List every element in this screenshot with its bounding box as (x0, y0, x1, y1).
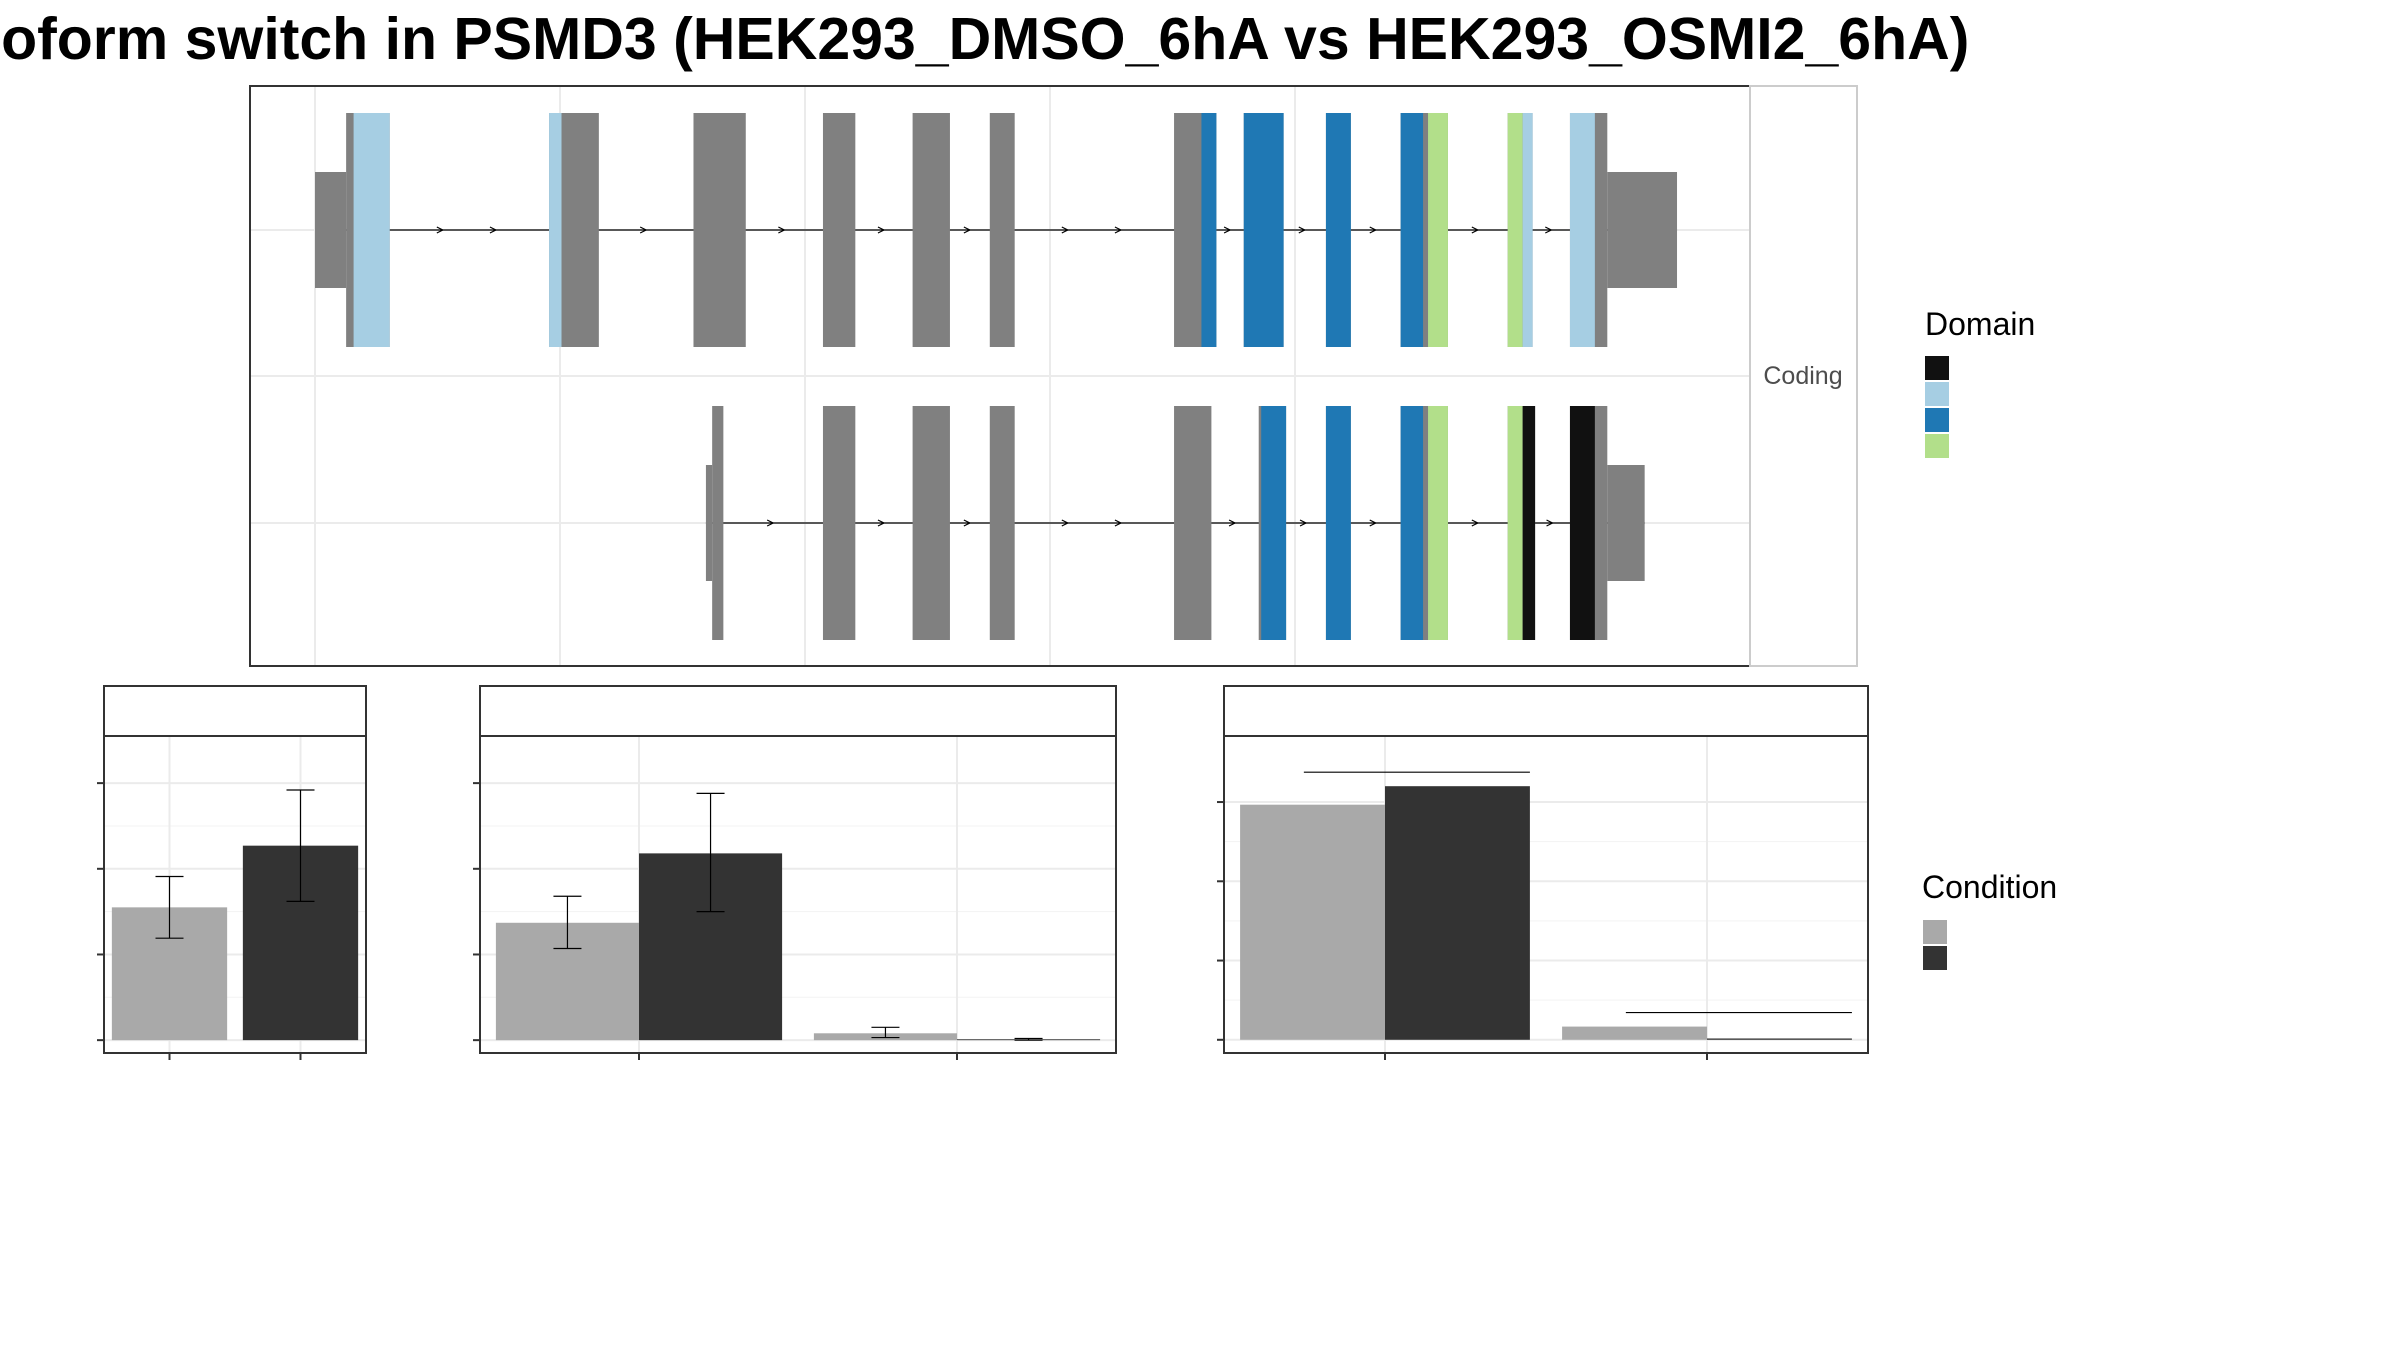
exon-cds (822, 406, 856, 640)
panel-strip (479, 685, 1117, 737)
intron-arrow (1369, 519, 1378, 527)
domain-legend-swatch (1925, 356, 1949, 380)
exon-cds (693, 113, 746, 347)
domain-segment (1569, 406, 1595, 640)
domain-legend-swatch (1925, 382, 1949, 406)
exon-cds (989, 113, 1015, 347)
intron-arrow (436, 226, 445, 234)
intron-arrow (1114, 226, 1123, 234)
domain-segment (353, 113, 390, 347)
intron-arrow (1223, 226, 1232, 234)
intron-arrow (1114, 519, 1123, 527)
exon-utr (1607, 465, 1645, 581)
panel-strip (103, 685, 367, 737)
intron-arrow (1545, 226, 1553, 234)
condition-legend-title: Condition (1922, 869, 2057, 905)
bar-panels (97, 685, 1869, 1060)
domain-legend-swatch (1925, 434, 1949, 458)
exon-cds (989, 406, 1015, 640)
intron-arrow (489, 226, 498, 234)
intron-arrow (1471, 519, 1480, 527)
domain-segment (1428, 406, 1448, 640)
domain-segment (1325, 113, 1351, 347)
intron-arrow (1546, 519, 1554, 527)
intron-arrow (1061, 226, 1070, 234)
panel-border (103, 735, 367, 1054)
bar (1240, 804, 1385, 1040)
domain-legend-items (1925, 356, 1949, 458)
figure-title: The isoform switch in PSMD3 (HEK293_DMSO… (0, 6, 1969, 72)
domain-segment (1569, 113, 1595, 347)
condition-legend-items (1923, 920, 1947, 970)
bar-panel-0 (97, 685, 367, 1060)
domain-segment (1400, 113, 1424, 347)
panel-border (1223, 735, 1869, 1054)
domain-segment (1201, 113, 1217, 347)
domain-segment (1261, 406, 1287, 640)
exon-cds (912, 113, 950, 347)
panel-strip (1223, 685, 1869, 737)
exon-utr (1607, 172, 1678, 288)
condition-legend-swatch (1923, 946, 1947, 970)
intron-arrow (639, 226, 648, 234)
domain-legend: Domain (1925, 306, 2035, 458)
domain-segment (1522, 113, 1533, 347)
intron-arrow (1299, 519, 1308, 527)
exon-cds (912, 406, 950, 640)
domain-legend-title: Domain (1925, 306, 2035, 342)
domain-segment (549, 113, 562, 347)
intron-arrow (766, 519, 775, 527)
domain-legend-swatch (1925, 408, 1949, 432)
structure-transcripts (315, 113, 1678, 640)
domain-segment (1243, 113, 1284, 347)
intron-arrow (877, 226, 886, 234)
structure-strip (1749, 85, 1858, 667)
panel-border (479, 735, 1117, 1054)
bar-panel-1 (473, 685, 1117, 1060)
bar (1385, 786, 1530, 1040)
intron-arrow (963, 226, 972, 234)
intron-arrow (1471, 226, 1480, 234)
domain-segment (1428, 113, 1448, 347)
exon-utr (315, 172, 347, 288)
exon-cds (712, 406, 724, 640)
bar (1707, 1038, 1852, 1040)
transcript-0 (315, 113, 1678, 347)
transcript-1 (705, 406, 1645, 640)
intron-arrow (1061, 519, 1070, 527)
intron-arrow (963, 519, 972, 527)
bar (1562, 1026, 1707, 1040)
exon-cds (822, 113, 856, 347)
intron-arrow (1298, 226, 1307, 234)
domain-segment (1522, 406, 1536, 640)
bar-panel-2 (1217, 685, 1869, 1060)
intron-arrow (1228, 519, 1237, 527)
intron-arrow (1369, 226, 1378, 234)
transcript-structure-panel: Coding (249, 85, 1858, 667)
condition-legend-swatch (1923, 920, 1947, 944)
intron-arrow (877, 519, 886, 527)
condition-legend: Condition (1922, 869, 2057, 970)
domain-segment (1325, 406, 1351, 640)
domain-segment (1400, 406, 1424, 640)
exon-cds (1174, 406, 1212, 640)
domain-segment (1507, 406, 1523, 640)
intron-arrow (778, 226, 786, 234)
structure-strip-label: Coding (1763, 362, 1842, 390)
domain-segment (1507, 113, 1523, 347)
exon-utr (705, 465, 713, 581)
